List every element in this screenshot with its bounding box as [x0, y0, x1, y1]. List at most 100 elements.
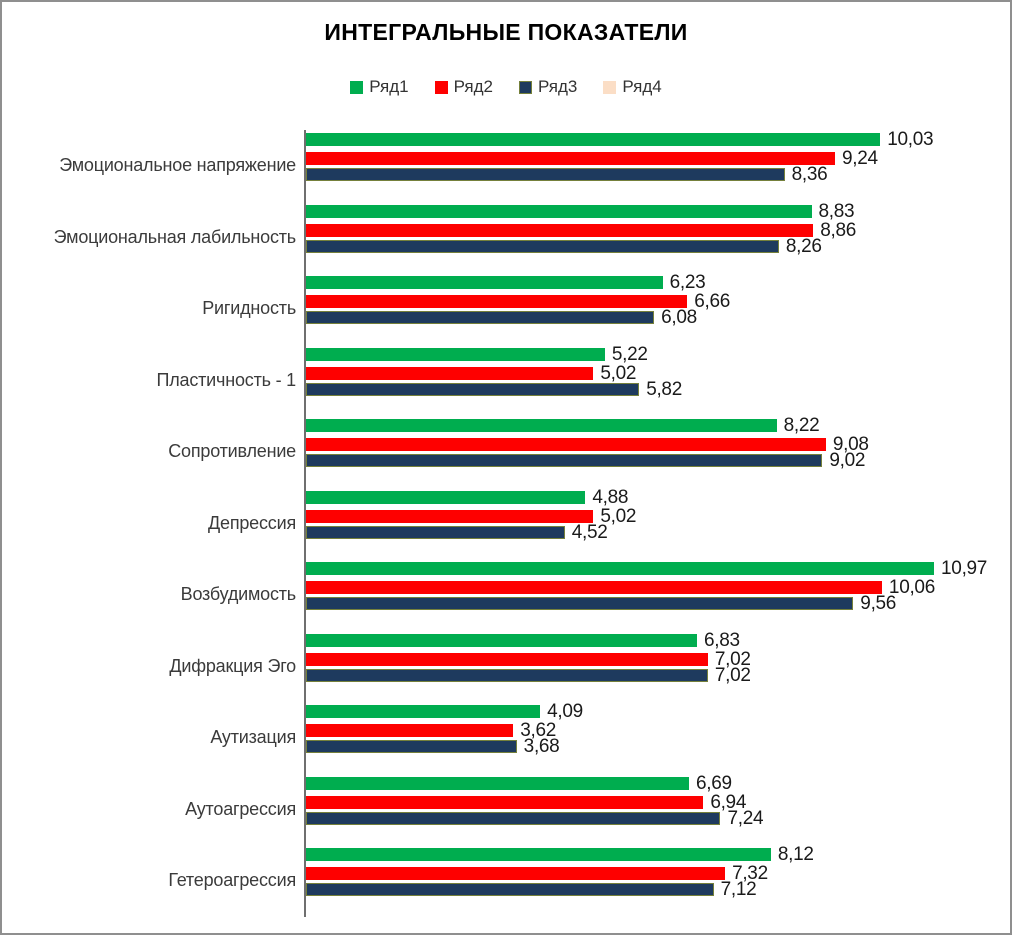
bar-Ряд3 — [306, 168, 785, 181]
bar-line: 7,02 — [306, 648, 1010, 670]
bar-line: 9,08 — [306, 435, 1010, 454]
bar-line: 10,97 — [306, 558, 1010, 579]
legend-swatch-icon — [603, 80, 617, 94]
value-label: 6,66 — [694, 291, 731, 312]
value-label: 7,24 — [727, 807, 764, 829]
bar-line: 4,52 — [306, 521, 1010, 543]
bar-line: 8,83 — [306, 202, 1010, 221]
bar-line: 6,08 — [306, 307, 1010, 328]
value-label: 6,69 — [696, 772, 732, 794]
category-axis-line — [304, 130, 306, 917]
bar-group: 4,88 5,02 4,52 — [306, 486, 1010, 543]
value-label: 9,02 — [829, 450, 866, 471]
category-label: Депрессия — [208, 512, 296, 533]
bar-Ряд2 — [306, 652, 708, 666]
bar-group: 8,83 8,86 8,26 — [306, 202, 1010, 257]
value-label: 6,08 — [661, 307, 697, 328]
bar-line: 7,32 — [306, 863, 1010, 884]
bar-Ряд3 — [306, 668, 708, 682]
value-label: 3,68 — [523, 736, 560, 757]
bar-line: 6,23 — [306, 272, 1010, 293]
bar-Ряд1 — [306, 347, 605, 361]
category-label: Аутоагрессия — [185, 798, 296, 819]
legend-item-Ряд1: Ряд1 — [350, 77, 409, 97]
legend-swatch-icon — [350, 80, 364, 94]
bar-Ряд1 — [306, 490, 586, 504]
bar-line: 10,03 — [306, 129, 1010, 150]
bar-line: 7,24 — [306, 807, 1010, 829]
bar-Ряд2 — [306, 724, 514, 737]
bar-line: 8,22 — [306, 415, 1010, 436]
value-label: 9,56 — [860, 593, 897, 614]
bar-Ряд2 — [306, 366, 594, 380]
category-row: Аутизация 4,09 3,62 3,68 — [2, 702, 1010, 774]
category-label: Возбудимость — [180, 584, 297, 605]
value-label: 10,03 — [887, 129, 934, 150]
value-label: 8,86 — [820, 219, 857, 241]
value-label: 7,02 — [714, 648, 751, 670]
category-row: Ригидность 6,23 6,66 6,08 — [2, 273, 1010, 345]
bar-line: 5,02 — [306, 362, 1010, 384]
value-label: 7,32 — [732, 863, 768, 884]
bar-Ряд2 — [306, 581, 882, 594]
category-label: Эмоциональная лабильность — [53, 226, 297, 247]
bar-Ряд2 — [306, 295, 688, 308]
bar-line: 6,94 — [306, 793, 1010, 812]
value-label: 5,02 — [600, 362, 637, 384]
category-row: Возбудимость 10,97 10,06 9,56 — [2, 559, 1010, 631]
bar-Ряд2 — [306, 509, 594, 523]
legend-swatch-icon — [434, 80, 448, 94]
bar-line: 4,88 — [306, 486, 1010, 508]
bar-Ряд3 — [306, 239, 779, 253]
value-label: 3,62 — [520, 720, 557, 741]
bar-line: 9,56 — [306, 593, 1010, 614]
value-label: 7,02 — [714, 664, 751, 686]
value-label: 4,52 — [571, 521, 608, 543]
category-row: Аутоагрессия 6,69 6,94 7,24 — [2, 774, 1010, 846]
value-label: 6,83 — [704, 629, 740, 651]
rows-container: Эмоциональное напряжение 10,03 9,24 8,36 Эмо… — [2, 130, 1010, 917]
value-label: 7,12 — [720, 879, 757, 900]
bar-group: 8,12 7,32 7,12 — [306, 845, 1010, 900]
value-label: 5,82 — [646, 378, 682, 400]
bar-Ряд1 — [306, 133, 881, 146]
bar-Ряд3 — [306, 382, 640, 396]
bar-Ряд2 — [306, 152, 835, 165]
bar-line: 8,26 — [306, 235, 1010, 257]
bar-line: 7,02 — [306, 664, 1010, 686]
bar-line: 6,69 — [306, 772, 1010, 794]
category-label: Пластичность - 1 — [156, 369, 296, 390]
category-row: Дифракция Эго 6,83 7,02 7,02 — [2, 631, 1010, 703]
bar-line: 4,09 — [306, 702, 1010, 721]
value-label: 6,23 — [669, 272, 706, 293]
bar-Ряд3 — [306, 525, 565, 539]
bar-line: 7,12 — [306, 879, 1010, 900]
bar-line: 5,82 — [306, 378, 1010, 400]
value-label: 5,22 — [611, 343, 648, 365]
bar-group: 6,23 6,66 6,08 — [306, 272, 1010, 328]
bar-group: 4,09 3,62 3,68 — [306, 702, 1010, 757]
legend-item-Ряд3: Ряд3 — [519, 77, 577, 97]
value-label: 10,97 — [941, 558, 988, 579]
bar-group: 5,22 5,02 5,82 — [306, 343, 1010, 400]
category-row: Пластичность - 1 5,22 5,02 5,82 — [2, 345, 1010, 417]
bar-Ряд3 — [306, 311, 655, 324]
bar-line: 9,02 — [306, 450, 1010, 471]
bar-Ряд1 — [306, 848, 771, 861]
legend-item-Ряд4: Ряд4 — [603, 77, 662, 97]
category-label: Эмоциональное напряжение — [59, 155, 296, 176]
value-label: 4,88 — [592, 486, 629, 508]
bar-Ряд1 — [306, 562, 935, 575]
bar-line: 3,62 — [306, 720, 1010, 741]
bar-group: 8,22 9,08 9,02 — [306, 415, 1010, 471]
legend: Ряд1 Ряд2 Ряд3 Ряд4 — [2, 77, 1010, 97]
legend-label: Ряд1 — [369, 77, 409, 96]
category-label: Гетероагрессия — [168, 870, 296, 891]
bar-line: 5,22 — [306, 343, 1010, 365]
bar-group: 6,83 7,02 7,02 — [306, 629, 1010, 686]
value-label: 8,26 — [785, 235, 822, 257]
value-label: 8,22 — [783, 415, 820, 436]
bar-Ряд1 — [306, 204, 812, 218]
bar-Ряд2 — [306, 867, 726, 880]
bar-Ряд3 — [306, 454, 823, 467]
